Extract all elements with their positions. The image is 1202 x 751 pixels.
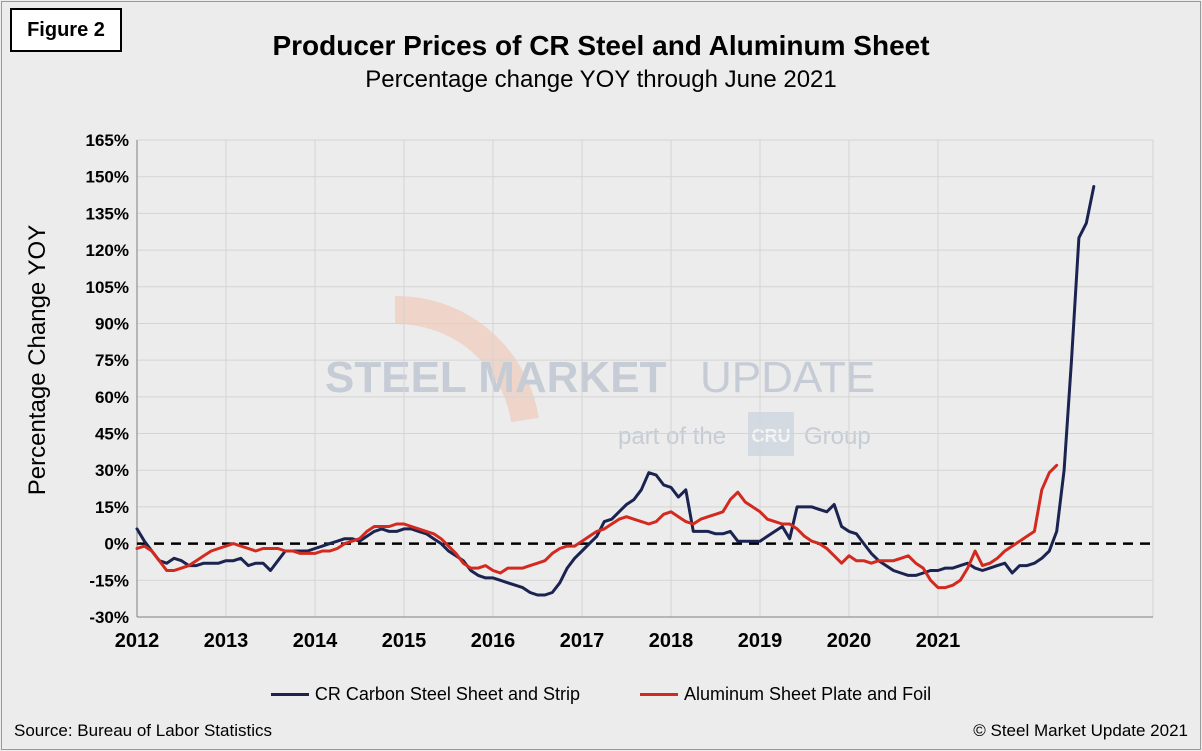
watermark-line1-light: UPDATE [700,353,875,402]
legend-item-aluminum: Aluminum Sheet Plate and Foil [640,684,931,705]
series-line-aluminum [135,463,1059,590]
x-tick-label: 2021 [916,630,961,652]
source-note: Source: Bureau of Labor Statistics [14,721,272,740]
figure-label: Figure 2 [10,8,122,52]
y-tick-label: -15% [89,571,129,590]
legend-swatch-steel [270,693,309,696]
legend-swatch-aluminum [640,693,678,696]
x-tick-label: 2014 [293,630,338,652]
x-tick-label: 2017 [560,630,605,652]
y-tick-label: 15% [95,498,129,517]
watermark: STEEL MARKET UPDATE part of the CRU Grou… [325,295,875,456]
x-tick-label: 2016 [471,630,516,652]
y-tick-label: 60% [95,388,129,407]
y-tick-label: 30% [95,461,129,480]
y-tick-label: -30% [89,608,129,627]
x-tick-label: 2012 [115,630,160,652]
y-tick-label: 90% [95,314,129,333]
x-tick-label: 2013 [204,630,249,652]
y-tick-label: 120% [86,241,129,260]
legend-label-steel: CR Carbon Steel Sheet and Strip [314,684,580,704]
chart-subtitle: Percentage change YOY through June 2021 [365,66,837,93]
y-tick-label: 150% [86,168,129,187]
y-tick-label: 75% [95,351,129,370]
legend: CR Carbon Steel Sheet and Strip Aluminum… [0,684,1202,705]
legend-label-aluminum: Aluminum Sheet Plate and Foil [684,684,932,704]
y-tick-label: 105% [86,278,129,297]
watermark-arc [394,295,539,423]
y-tick-label: 0% [104,535,129,554]
x-tick-label: 2019 [738,630,783,652]
y-tick-label: 45% [95,425,129,444]
x-tick-label: 2018 [649,630,694,652]
y-tick-label: 165% [86,131,129,150]
legend-item-steel: CR Carbon Steel Sheet and Strip [270,684,580,705]
watermark-line2-post: Group [804,423,871,450]
x-tick-label: 2015 [382,630,427,652]
watermark-line2-pre: part of the [618,423,726,450]
watermark-line1-bold: STEEL MARKET [325,353,667,402]
chart-title: Producer Prices of CR Steel and Aluminum… [272,30,930,61]
y-tick-label: 135% [86,204,129,223]
x-tick-label: 2020 [827,630,872,652]
watermark-logo-text: CRU [752,426,791,446]
copyright-note: © Steel Market Update 2021 [973,721,1188,740]
